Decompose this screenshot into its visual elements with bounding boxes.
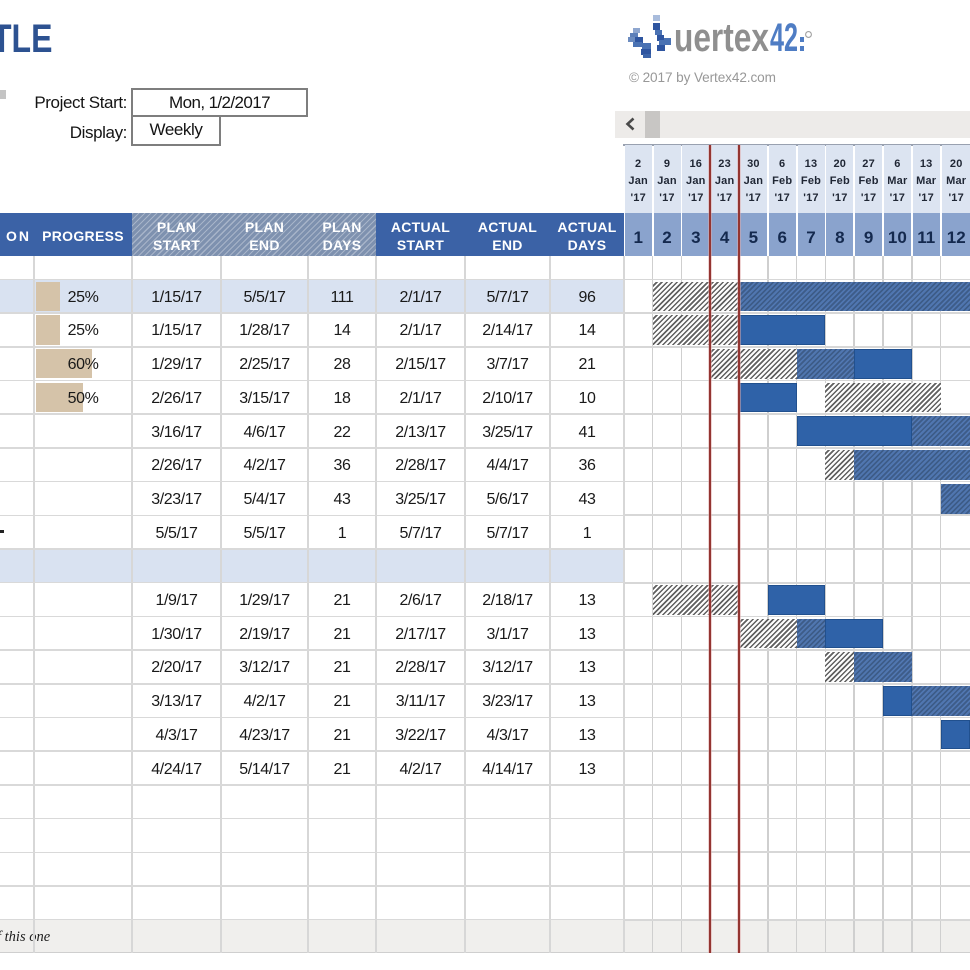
svg-text:uertex: uertex (674, 16, 769, 60)
svg-text:42: 42 (770, 16, 798, 60)
